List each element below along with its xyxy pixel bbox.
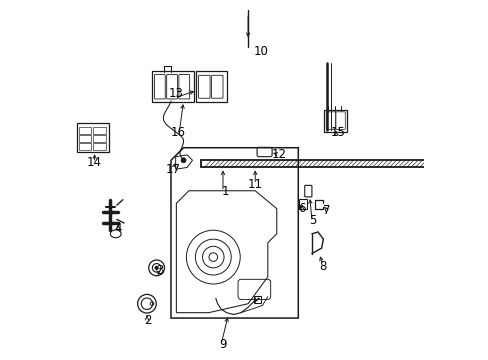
- Text: 1: 1: [222, 185, 229, 198]
- Circle shape: [181, 158, 185, 163]
- Text: 15: 15: [329, 126, 345, 139]
- Text: 2: 2: [143, 314, 151, 327]
- Text: 5: 5: [308, 214, 316, 227]
- Text: 14: 14: [87, 156, 102, 169]
- Text: 10: 10: [253, 45, 267, 58]
- Text: 8: 8: [318, 260, 325, 273]
- Text: 17: 17: [165, 163, 181, 176]
- Text: 9: 9: [219, 338, 226, 351]
- Text: 3: 3: [156, 264, 163, 277]
- Text: 13: 13: [168, 87, 183, 100]
- Text: 16: 16: [170, 126, 185, 139]
- Text: 7: 7: [323, 204, 330, 217]
- Text: 12: 12: [272, 148, 286, 161]
- Text: 4: 4: [114, 222, 122, 235]
- Text: 6: 6: [298, 202, 305, 215]
- Text: 11: 11: [247, 178, 262, 191]
- Circle shape: [155, 266, 158, 269]
